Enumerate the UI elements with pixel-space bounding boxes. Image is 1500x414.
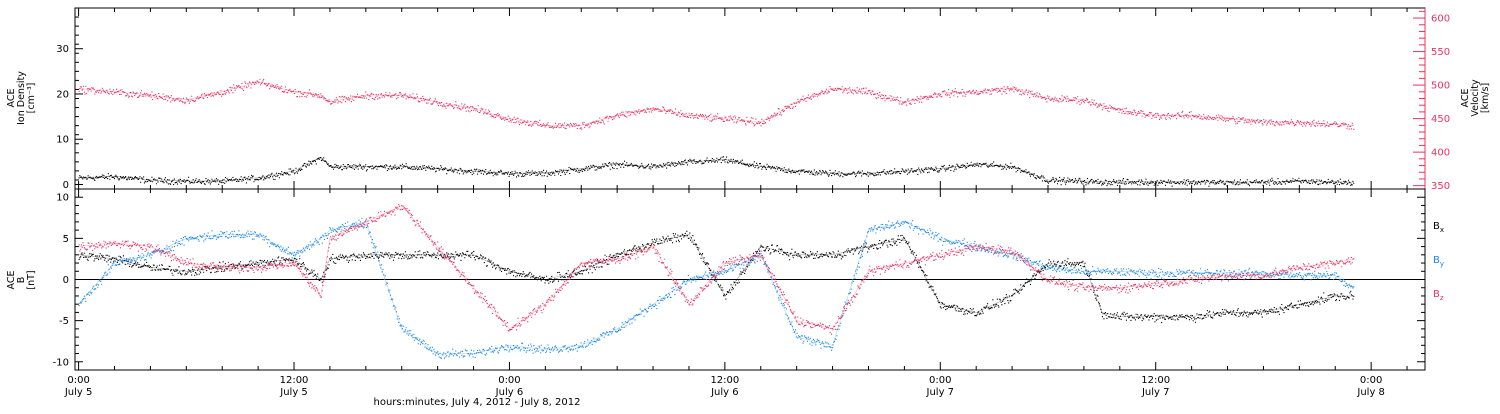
legend-by: By xyxy=(1433,255,1444,268)
velocity-axis-label-line: ACE xyxy=(1460,89,1471,108)
x-tick-date-label: July 7 xyxy=(1141,387,1170,398)
legend-bx: Bx xyxy=(1433,221,1444,234)
b-tick-label: 10 xyxy=(56,193,69,204)
density-axis-label-line: ACE xyxy=(6,89,17,108)
x-axis-label: hours:minutes, July 4, 2012 - July 8, 20… xyxy=(374,397,581,408)
velocity-tick-label: 350 xyxy=(1431,181,1450,192)
x-tick-date-label: July 5 xyxy=(64,387,93,398)
density-tick-label: 10 xyxy=(56,135,69,146)
density-axis-label-line: [cm⁻³] xyxy=(26,83,37,114)
velocity-axis-label-line: [km/s] xyxy=(1480,83,1491,113)
series-bx xyxy=(78,230,1355,324)
x-tick-time-label: 12:00 xyxy=(280,375,309,386)
series-by xyxy=(78,217,1355,359)
velocity-tick-label: 400 xyxy=(1431,148,1450,159)
x-tick-time-label: 0:00 xyxy=(1360,375,1382,386)
legend-by-subscript: y xyxy=(1440,260,1444,268)
legend-bz-subscript: z xyxy=(1440,294,1444,302)
legend-bx-name: B xyxy=(1433,221,1440,232)
x-tick-date-label: July 7 xyxy=(926,387,955,398)
velocity-axis-label-line: Velocity xyxy=(1470,79,1481,117)
density-tick-label: 20 xyxy=(56,89,69,100)
b-tick-label: 5 xyxy=(63,234,69,245)
b-axis-label-line: ACE xyxy=(6,271,17,290)
x-tick-date-label: July 8 xyxy=(1356,387,1385,398)
velocity-tick-label: 500 xyxy=(1431,81,1450,92)
legend-bx-subscript: x xyxy=(1440,226,1444,234)
series-by-points xyxy=(78,217,1355,359)
b-axis-label-line: B xyxy=(16,277,27,284)
b-axis-label-line: [nT] xyxy=(26,270,37,289)
x-tick-date-label: July 6 xyxy=(710,387,739,398)
series-velocity-points xyxy=(78,78,1355,130)
top-panel-frame xyxy=(74,7,1426,190)
series-bz-anchor-points xyxy=(78,205,1354,330)
velocity-tick-label: 450 xyxy=(1431,114,1450,125)
density-axis-label-line: Ion Density xyxy=(16,71,27,125)
b-tick-label: -10 xyxy=(53,357,69,368)
density-axis-label: ACE Ion Density [cm⁻³] xyxy=(6,71,37,125)
x-tick-time-label: 12:00 xyxy=(710,375,739,386)
b-axis-label: ACE B [nT] xyxy=(6,270,37,289)
x-tick-time-label: 0:00 xyxy=(929,375,951,386)
legend-bz-name: B xyxy=(1433,289,1440,300)
series-density-points xyxy=(78,156,1355,187)
density-tick-label: 0 xyxy=(63,180,69,191)
velocity-tick-label: 600 xyxy=(1431,14,1450,25)
x-tick-date-label: July 5 xyxy=(279,387,308,398)
x-tick-date-label: July 6 xyxy=(495,387,524,398)
velocity-tick-label: 550 xyxy=(1431,47,1450,58)
velocity-axis-label: ACE Velocity [km/s] xyxy=(1460,79,1491,117)
legend-by-name: B xyxy=(1433,255,1440,266)
x-tick-time-label: 0:00 xyxy=(498,375,520,386)
b-tick-label: -5 xyxy=(59,316,69,327)
series-velocity xyxy=(78,78,1355,130)
b-tick-label: 0 xyxy=(63,275,69,286)
series-bz xyxy=(78,204,1355,335)
legend-bz: Bz xyxy=(1433,289,1444,302)
x-tick-time-label: 0:00 xyxy=(67,375,89,386)
x-tick-time-label: 12:00 xyxy=(1141,375,1170,386)
density-tick-label: 30 xyxy=(56,44,69,55)
series-density xyxy=(78,156,1355,187)
series-bx-points xyxy=(78,230,1355,324)
